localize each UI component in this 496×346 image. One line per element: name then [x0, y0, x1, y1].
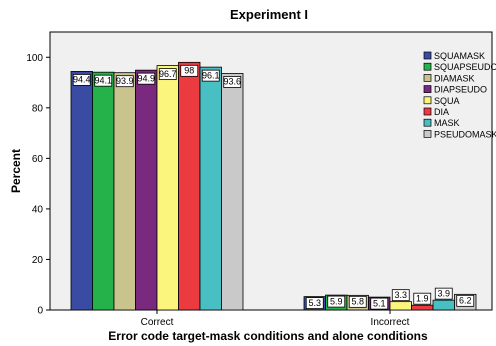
data-label: 3.3	[394, 290, 407, 300]
bar-squa-correct	[156, 65, 179, 311]
legend-label-pseudomask: PSEUDOMASK	[434, 129, 496, 139]
y-tick-label: 40	[32, 204, 44, 215]
data-label: 94.9	[137, 73, 155, 83]
data-label-box	[327, 295, 346, 308]
data-label: 93.9	[116, 76, 134, 86]
legend-swatch-squamask	[423, 51, 432, 60]
data-label-box	[413, 292, 432, 305]
data-label: 96.1	[202, 70, 220, 80]
data-label: 94.1	[94, 75, 112, 85]
data-label: 94.4	[73, 75, 91, 85]
y-tick-label: 100	[26, 53, 43, 64]
data-label: 5.1	[373, 298, 386, 308]
bar-mask-correct	[199, 66, 222, 311]
y-axis-label: Percent	[9, 149, 23, 193]
legend-swatch-mask	[423, 118, 432, 127]
bars	[70, 61, 477, 311]
legend-label-dia: DIA	[434, 107, 449, 117]
bar-squa-incorrect	[389, 301, 412, 311]
data-label: 3.9	[437, 288, 450, 298]
legend-swatch-squa	[423, 96, 432, 105]
bar-squapseudo-correct	[92, 71, 115, 311]
data-label-box	[94, 74, 113, 87]
data-label: 6.2	[459, 296, 472, 306]
y-tick-label: 0	[37, 306, 43, 317]
legend-label-squa: SQUA	[434, 96, 460, 106]
bar-mask-incorrect	[432, 299, 455, 311]
legend-label-squamask: SQUAMASK	[434, 51, 485, 61]
data-label: 93.6	[223, 77, 241, 87]
bar-pseudomask-correct	[221, 73, 244, 311]
data-label-box	[72, 74, 91, 86]
legend-swatch-diamask	[423, 74, 432, 82]
data-label-box	[434, 287, 453, 300]
data-label-box	[115, 75, 134, 88]
legend-swatch-diapseudo	[423, 85, 432, 93]
data-label: 96.7	[159, 69, 177, 79]
data-label: 5.3	[308, 298, 321, 308]
data-label-box	[158, 68, 177, 81]
y-tick-label: 60	[32, 154, 44, 165]
legend-label-squapseudo: SQUAPSEUDO	[434, 62, 496, 72]
legend-label-mask: MASK	[434, 118, 460, 128]
data-labels: 94.4 94.1 93.9 94.9 96.7 98 96.193.6 5.3 5.9 5.8 5…	[72, 64, 475, 310]
data-label: 1.9	[416, 293, 429, 303]
data-label-box	[223, 76, 242, 88]
legend: SQUAMASKSQUAPSEUDODIAMASKDIAPSEUDOSQUADI…	[423, 51, 496, 139]
data-label-box	[180, 64, 199, 77]
data-label-box	[456, 294, 475, 307]
data-label-box	[391, 289, 410, 302]
data-label: 98	[184, 66, 194, 76]
data-label-box	[201, 69, 220, 82]
legend-swatch-pseudomask	[423, 130, 432, 138]
data-label-box	[348, 295, 367, 308]
legend-swatch-squapseudo	[423, 62, 432, 71]
legend-label-diamask: DIAMASK	[434, 73, 475, 83]
x-axis-label: Error code target-mask conditions and al…	[108, 329, 428, 343]
data-label: 5.8	[351, 297, 364, 307]
bar-diamask-correct	[113, 72, 136, 311]
y-tick-label: 20	[32, 255, 44, 266]
data-label-box	[370, 297, 389, 310]
y-tick-label: 80	[32, 103, 44, 114]
legend-label-diapseudo: DIAPSEUDO	[434, 85, 487, 95]
legend-swatch-dia	[423, 107, 432, 116]
data-label: 5.9	[330, 296, 343, 306]
x-axis: Correct Incorrect	[141, 310, 410, 328]
data-label-box	[305, 297, 324, 310]
bar-dia-correct	[178, 61, 201, 311]
x-tick-label-incorrect: Incorrect	[371, 317, 410, 328]
bar-squamask-correct	[70, 71, 93, 311]
x-tick-label-correct: Correct	[141, 317, 174, 328]
y-axis: 0 20 40 60 80 100	[26, 53, 50, 317]
bar-diapseudo-correct	[135, 69, 158, 311]
chart-title: Experiment I	[230, 7, 308, 22]
data-label-box	[137, 72, 156, 85]
bar-dia-incorrect	[411, 304, 434, 311]
